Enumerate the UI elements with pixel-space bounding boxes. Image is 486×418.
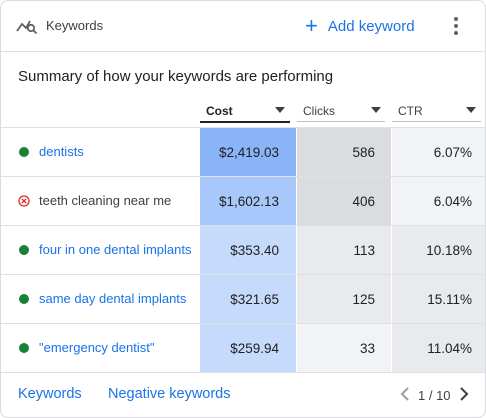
tab-negative-keywords[interactable]: Negative keywords	[108, 386, 231, 402]
add-keyword-label: Add keyword	[327, 17, 415, 35]
clicks-cell: 33	[297, 324, 391, 372]
ctr-cell: 10.18%	[392, 226, 485, 274]
cost-cell: $1,602.13	[200, 177, 296, 225]
cost-cell: $321.65	[200, 275, 296, 323]
table-row: same day dental implants $321.65 125 15.…	[1, 274, 485, 323]
cost-cell: $259.94	[200, 324, 296, 372]
keywords-table: dentists $2,419.03 586 6.07% teeth clean…	[1, 127, 485, 373]
column-header-clicks[interactable]: Clicks	[297, 99, 385, 122]
keyword-link[interactable]: "emergency dentist"	[39, 340, 155, 355]
clicks-cell: 406	[297, 177, 391, 225]
pagination-text: 1 / 10	[418, 388, 451, 403]
table-row: dentists $2,419.03 586 6.07%	[1, 127, 485, 176]
add-keyword-button[interactable]: + Add keyword	[305, 14, 415, 38]
ctr-cell: 6.07%	[392, 128, 485, 176]
card-header: Keywords + Add keyword	[1, 1, 485, 52]
status-enabled-icon	[19, 147, 29, 157]
cost-cell: $353.40	[200, 226, 296, 274]
table-row: four in one dental implants $353.40 113 …	[1, 225, 485, 274]
dropdown-arrow-icon	[371, 107, 381, 113]
card-title: Keywords	[46, 18, 104, 33]
column-label-cost: Cost	[206, 104, 233, 118]
status-enabled-icon	[19, 245, 29, 255]
column-header-cost[interactable]: Cost	[200, 99, 290, 123]
clicks-cell: 125	[297, 275, 391, 323]
sort-arrow-icon	[275, 107, 285, 113]
error-icon	[18, 195, 30, 207]
keyword-text: teeth cleaning near me	[39, 193, 172, 208]
ctr-cell: 15.11%	[392, 275, 485, 323]
table-row: "emergency dentist" $259.94 33 11.04%	[1, 323, 485, 373]
ctr-cell: 6.04%	[392, 177, 485, 225]
clicks-cell: 586	[297, 128, 391, 176]
status-enabled-icon	[19, 343, 29, 353]
column-label-clicks: Clicks	[303, 104, 335, 118]
plus-icon: +	[305, 13, 318, 38]
summary-heading: Summary of how your keywords are perform…	[18, 68, 334, 85]
card-footer: Keywords Negative keywords 1 / 10	[1, 371, 485, 417]
tab-keywords[interactable]: Keywords	[18, 386, 82, 402]
dropdown-arrow-icon	[466, 107, 476, 113]
keyword-search-icon	[16, 20, 38, 35]
chevron-right-icon[interactable]	[456, 385, 472, 403]
table-row: teeth cleaning near me $1,602.13 406 6.0…	[1, 176, 485, 225]
keyword-link[interactable]: same day dental implants	[39, 291, 187, 306]
keyword-link[interactable]: dentists	[39, 144, 84, 159]
chevron-left-icon[interactable]	[397, 385, 413, 403]
more-vert-icon[interactable]	[449, 15, 463, 37]
cost-cell: $2,419.03	[200, 128, 296, 176]
ctr-cell: 11.04%	[392, 324, 485, 372]
clicks-cell: 113	[297, 226, 391, 274]
status-enabled-icon	[19, 294, 29, 304]
column-label-ctr: CTR	[398, 104, 423, 118]
keyword-link[interactable]: four in one dental implants	[39, 242, 192, 257]
column-header-ctr[interactable]: CTR	[392, 99, 481, 122]
